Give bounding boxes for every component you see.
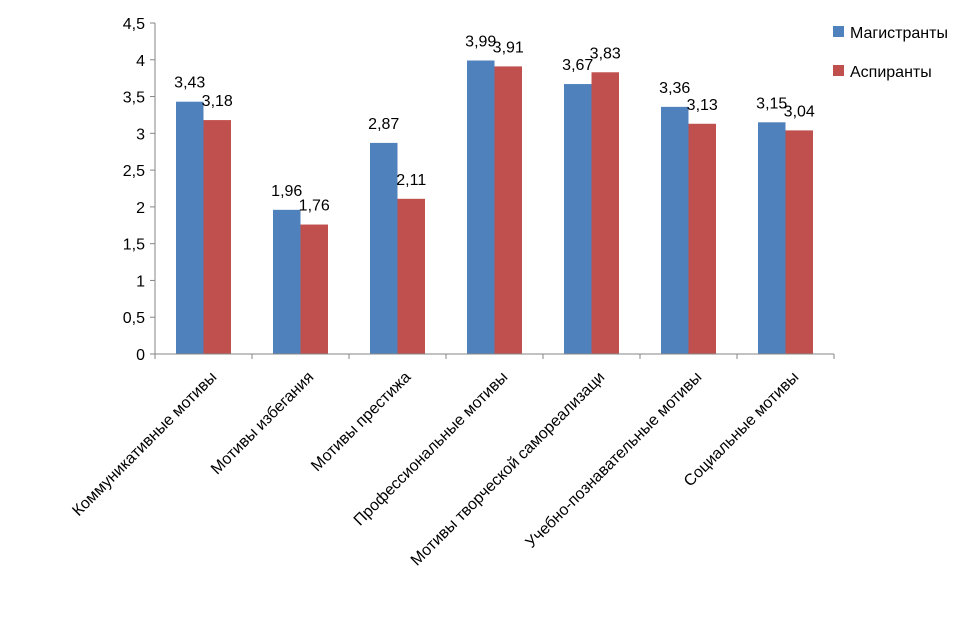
y-tick-label: 1,5 (123, 237, 145, 254)
data-labels-group: 3,43 1,96 2,87 3,99 3,67 3,36 3,15 3,18 1,76 2,11… (174, 34, 815, 215)
category-label: Коммуникативные мотивы (69, 369, 220, 520)
bar-magistranty-2 (370, 142, 398, 354)
bar-magistranty-3 (467, 60, 495, 354)
y-tick-label: 4 (136, 53, 145, 70)
data-label: 3,15 (756, 95, 787, 112)
bar-aspiranty-4 (591, 72, 619, 354)
category-label: Мотивы творческой самореализаци (408, 369, 609, 570)
category-label: Учебно-познавательные мотивы (523, 369, 706, 552)
data-label: 3,04 (784, 103, 815, 120)
y-tick-label: 1 (136, 273, 145, 290)
data-label: 2,11 (396, 172, 426, 189)
y-tick-label: 2,5 (123, 163, 145, 180)
bar-magistranty-0 (176, 101, 204, 354)
data-label: 3,67 (562, 57, 593, 74)
y-tick-label: 3,5 (123, 90, 145, 107)
data-label: 3,99 (465, 34, 496, 51)
y-tick-label: 0 (136, 347, 145, 364)
bar-aspiranty-5 (688, 123, 716, 355)
data-label: 1,96 (271, 183, 302, 200)
legend: Магистранты Аспиранты (833, 25, 948, 81)
data-label: 3,18 (202, 93, 233, 110)
category-label: Профессиональные мотивы (351, 369, 512, 530)
y-tick-label: 4,5 (123, 16, 145, 33)
data-label: 1,76 (299, 198, 330, 215)
bar-magistranty-4 (564, 84, 592, 355)
bar-aspiranty-1 (300, 224, 328, 354)
category-label: Мотивы престижа (308, 369, 414, 475)
data-label: 3,13 (687, 97, 718, 114)
data-label: 3,36 (659, 80, 690, 97)
bar-aspiranty-2 (397, 198, 425, 354)
bar-magistranty-6 (758, 122, 786, 354)
data-label: 3,91 (493, 39, 524, 56)
bar-magistranty-1 (273, 209, 301, 354)
category-label: Мотивы избегания (208, 369, 317, 478)
bar-aspiranty-0 (203, 120, 231, 354)
legend-label: Магистранты (850, 25, 948, 42)
legend-swatch (833, 65, 844, 76)
legend-label: Аспиранты (850, 64, 932, 81)
category-label: Социальные мотивы (681, 369, 802, 490)
y-tick-label: 3 (136, 126, 145, 143)
bar-magistranty-5 (661, 106, 689, 354)
data-label: 3,43 (174, 75, 205, 92)
bar-aspiranty-6 (785, 130, 813, 354)
bar-aspiranty-3 (494, 66, 522, 355)
y-tick-label: 2 (136, 200, 145, 217)
data-label: 3,83 (590, 45, 621, 62)
bars-group (176, 60, 813, 355)
legend-swatch (833, 26, 844, 37)
data-label: 2,87 (368, 116, 399, 133)
y-tick-label: 0,5 (123, 310, 145, 327)
